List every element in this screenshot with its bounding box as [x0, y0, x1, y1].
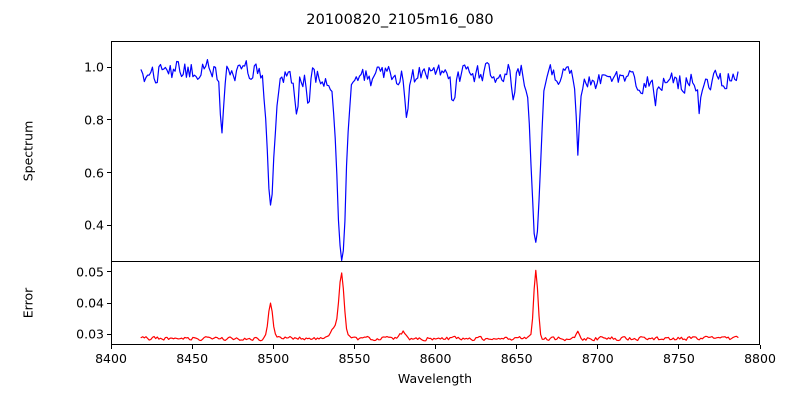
y-tickmark-spectrum [107, 66, 111, 68]
error-series-line [140, 269, 739, 342]
x-ticklabel: 8600 [419, 351, 452, 366]
y-ticklabel-spectrum: 0.8 [84, 112, 104, 128]
y-ticklabel-spectrum: 0.4 [84, 217, 104, 233]
y-tickmark-error [107, 271, 111, 273]
x-tickmark [272, 345, 274, 349]
x-ticklabel: 8400 [95, 351, 127, 366]
error-plot-area [140, 269, 739, 342]
spectrum-series-line [140, 59, 739, 261]
y-ticklabel-error: 0.03 [76, 326, 104, 342]
x-tickmark [191, 345, 193, 349]
y-tickmark-spectrum [107, 224, 111, 226]
spectrum-plot-area [140, 59, 739, 261]
y-ticklabel-error: 0.05 [76, 264, 104, 280]
x-tickmark [110, 345, 112, 349]
y-ticklabel-spectrum: 0.6 [84, 165, 104, 181]
x-ticklabel: 8700 [581, 351, 614, 366]
spectrum-panel [111, 41, 760, 262]
x-ticklabel: 8450 [176, 351, 209, 366]
y-axis-label-error: Error [20, 287, 36, 319]
x-tickmark [435, 345, 437, 349]
x-tickmark [516, 345, 518, 349]
x-axis-label: Wavelength [397, 371, 473, 386]
y-tickmark-error [107, 302, 111, 304]
y-tickmark-spectrum [107, 119, 111, 121]
x-tickmark [759, 345, 761, 349]
y-tickmark-error [107, 333, 111, 335]
x-tickmark [678, 345, 680, 349]
x-ticklabel: 8500 [257, 351, 290, 366]
x-ticklabel: 8550 [338, 351, 371, 366]
x-ticklabel: 8650 [500, 351, 533, 366]
y-tickmark-spectrum [107, 172, 111, 174]
x-tickmark [597, 345, 599, 349]
x-tickmark [353, 345, 355, 349]
error-panel [111, 261, 760, 345]
page-title: 20100820_2105m16_080 [306, 12, 494, 28]
x-ticklabel: 8750 [662, 351, 695, 366]
y-axis-label-spectrum: Spectrum [20, 120, 36, 182]
y-ticklabel-error: 0.04 [76, 295, 104, 311]
x-ticklabel: 8800 [744, 351, 776, 366]
y-ticklabel-spectrum: 1.0 [84, 59, 104, 75]
